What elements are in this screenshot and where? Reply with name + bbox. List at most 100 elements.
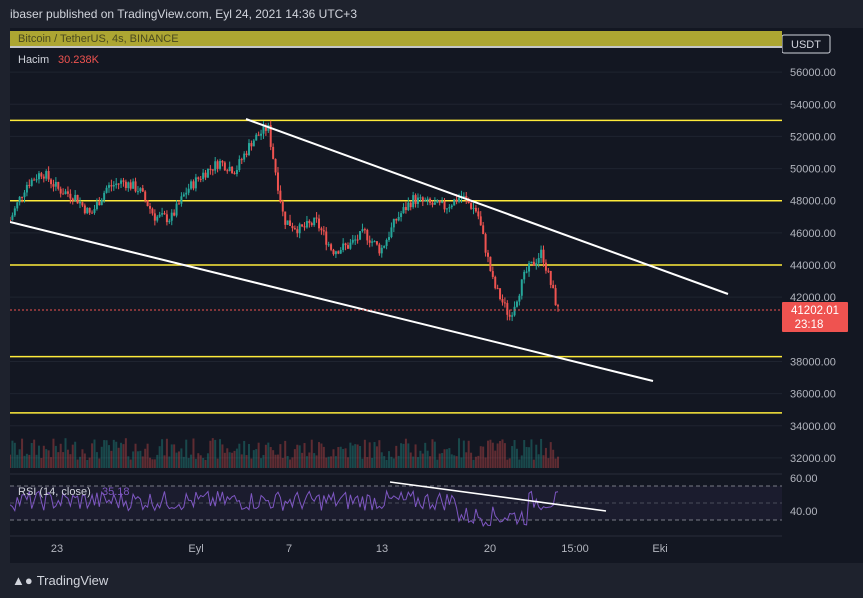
- current-price-value: 41202.01: [791, 305, 839, 317]
- volume-bar: [66, 449, 69, 468]
- symbol-legend[interactable]: Bitcoin / TetherUS, 4s, BINANCE: [18, 33, 179, 45]
- candle-body: [88, 207, 91, 213]
- candle-body: [231, 166, 234, 174]
- volume-bar: [359, 445, 362, 468]
- volume-bar: [122, 444, 125, 468]
- countdown-value: 23:18: [795, 319, 824, 331]
- volume-bar: [100, 446, 103, 468]
- candle-body: [407, 202, 410, 211]
- volume-bar: [520, 455, 523, 468]
- volume-bar: [264, 444, 267, 468]
- candle-body: [474, 207, 477, 212]
- candle-body: [470, 203, 473, 209]
- volume-bar: [303, 443, 306, 468]
- volume-bar: [479, 446, 482, 468]
- volume-bar: [272, 450, 275, 468]
- candle-body: [103, 192, 106, 200]
- trend-lines[interactable]: [10, 118, 729, 382]
- candle-body: [50, 179, 53, 185]
- volume-bar: [216, 458, 219, 468]
- volume-bar: [363, 439, 366, 468]
- candle-body: [149, 206, 152, 209]
- volume-bar: [342, 448, 345, 468]
- volume-bar: [286, 455, 289, 468]
- horizontal-levels[interactable]: [10, 119, 782, 414]
- volume-bar: [486, 440, 489, 468]
- tradingview-logo[interactable]: ▲● TradingView: [12, 573, 108, 588]
- rsi-line: [10, 489, 559, 528]
- volume-bar: [71, 444, 74, 468]
- volume-bar: [322, 446, 325, 468]
- time-axis[interactable]: 23 Eyl 7 13 20 15:00 Eki: [51, 543, 668, 555]
- candle-body: [520, 279, 523, 296]
- candle-body: [156, 216, 159, 221]
- candle-body: [153, 213, 156, 221]
- candle-body: [402, 207, 405, 214]
- footer: ▲● TradingView: [0, 563, 863, 598]
- candle-body: [235, 169, 238, 174]
- candle-body: [383, 245, 386, 248]
- rsi-legend-label: RSI (14, close): [18, 486, 91, 498]
- candle-body: [81, 202, 84, 206]
- candle-body: [412, 195, 415, 208]
- volume-bar: [197, 453, 200, 468]
- time-tick-4: 20: [484, 543, 496, 555]
- candle-body: [557, 305, 559, 307]
- candle-body: [443, 201, 446, 210]
- chart-canvas[interactable]: Bitcoin / TetherUS, 4s, BINANCE Hacim 30…: [10, 28, 782, 563]
- candle-body: [535, 263, 538, 266]
- candle-body: [518, 295, 521, 302]
- volume-bar: [156, 454, 159, 468]
- volume-bar: [542, 455, 545, 468]
- candle-body: [342, 243, 345, 250]
- rsi-tick-1: 40.00: [790, 506, 818, 518]
- candle-body: [45, 171, 48, 179]
- volume-bar: [129, 459, 132, 468]
- price-tick-5: 46000.00: [790, 228, 836, 240]
- candle-body: [190, 181, 193, 189]
- candle-body: [455, 199, 458, 202]
- volume-bar: [10, 454, 11, 468]
- volume-bar: [334, 456, 337, 468]
- volume-bar: [37, 445, 40, 468]
- volume-bar: [59, 443, 62, 468]
- rsi-pane[interactable]: RSI (14, close) 35.18: [10, 473, 782, 528]
- volume-bar: [429, 456, 432, 468]
- upper-trend-line: [245, 118, 729, 295]
- candle-body: [542, 249, 545, 263]
- volume-bar: [400, 443, 403, 468]
- volume-bar: [436, 459, 439, 468]
- volume-bar: [426, 450, 429, 468]
- volume-bar: [448, 448, 451, 468]
- volume-bar: [477, 455, 480, 468]
- volume-bar: [315, 455, 318, 468]
- candle-body: [491, 271, 494, 277]
- volume-bar: [74, 441, 77, 468]
- candle-body: [465, 196, 468, 199]
- volume-bar: [380, 452, 383, 468]
- price-axis[interactable]: 56000.00 54000.00 52000.00 50000.00 48000.00…: [782, 28, 863, 563]
- candle-body: [392, 219, 395, 228]
- volume-bar: [134, 443, 137, 468]
- candle-body: [182, 194, 185, 197]
- currency-badge: [782, 34, 831, 54]
- candle-body: [395, 219, 398, 221]
- volume-bar: [535, 444, 538, 468]
- candle-body: [431, 202, 434, 205]
- volume-bar: [252, 450, 255, 468]
- candle-body: [30, 179, 33, 186]
- currency-label[interactable]: USDT: [791, 39, 821, 51]
- candle-body: [506, 303, 509, 315]
- chart-pane[interactable]: Bitcoin / TetherUS, 4s, BINANCE Hacim 30…: [10, 28, 782, 563]
- candle-body: [433, 202, 436, 205]
- volume-bar: [438, 453, 441, 468]
- candle-body: [161, 213, 164, 215]
- volume-bar: [170, 444, 173, 468]
- candle-body: [416, 197, 419, 204]
- volume-bar: [91, 443, 94, 468]
- candle-body: [375, 241, 378, 245]
- volume-bar: [388, 451, 391, 468]
- candle-body: [206, 168, 209, 178]
- candle-body: [503, 302, 506, 304]
- volume-bar: [219, 439, 222, 468]
